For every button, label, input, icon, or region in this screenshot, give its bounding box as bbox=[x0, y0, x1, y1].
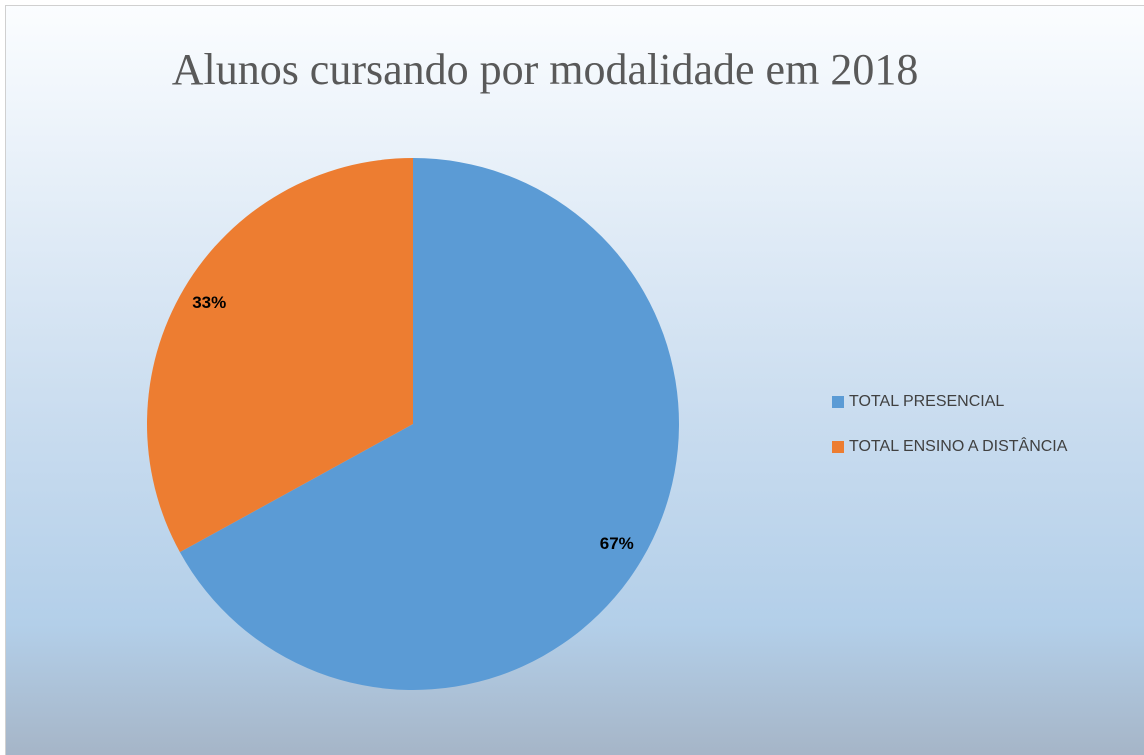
legend-label: TOTAL PRESENCIAL bbox=[849, 393, 1004, 410]
data-label: 33% bbox=[192, 293, 226, 312]
pie-slice bbox=[179, 158, 680, 690]
chart-title: Alunos cursando por modalidade em 2018 bbox=[172, 45, 919, 94]
pie-slice bbox=[146, 157, 413, 553]
legend-label: TOTAL ENSINO A DISTÂNCIA bbox=[849, 436, 1068, 455]
legend-swatch bbox=[832, 441, 844, 453]
data-label: 67% bbox=[600, 534, 634, 553]
legend-swatch bbox=[832, 396, 844, 408]
